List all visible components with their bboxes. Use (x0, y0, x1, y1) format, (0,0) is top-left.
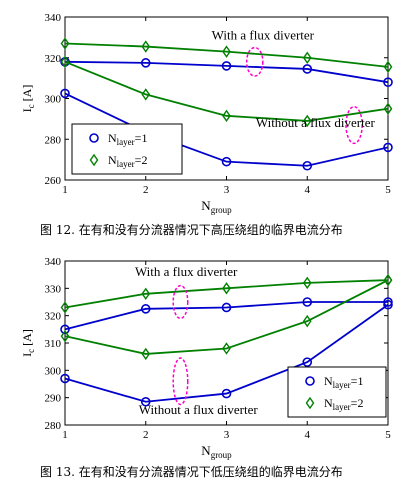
data-point-diamond (141, 347, 151, 361)
data-point-circle (60, 88, 70, 99)
x-axis-label: Ngroup (201, 443, 232, 460)
series-line-4 (64, 279, 389, 355)
legend-label: Nlayer=2 (324, 396, 363, 412)
y-tick-label: 320 (45, 311, 62, 323)
legend-marker-circle (305, 376, 315, 386)
y-tick-label: 300 (45, 365, 62, 377)
x-tick-label: 1 (62, 184, 68, 196)
y-tick-label: 330 (45, 283, 62, 295)
legend-label: Nlayer=2 (108, 153, 147, 169)
data-point-diamond (302, 114, 312, 128)
data-point-circle (302, 297, 313, 307)
data-point-circle (383, 299, 393, 310)
x-tick-label: 3 (224, 184, 230, 196)
figure-caption: 图 13. 在有和没有分流器情况下低压绕组的临界电流分布 (40, 464, 343, 479)
chart-2: 1 2 3 4 5 280 290 300 310 320 330 340 Ic [A] Ngroup Wi… (20, 256, 393, 460)
data-point-diamond (302, 51, 312, 64)
annotation-text: With a flux diverter (135, 264, 238, 279)
series-line-1 (64, 301, 388, 331)
data-point-diamond (383, 102, 393, 115)
data-point-diamond (141, 40, 151, 53)
series-line-2 (64, 42, 389, 68)
data-point-circle (383, 142, 393, 153)
series-line-2 (64, 279, 389, 309)
data-point-diamond (383, 273, 393, 287)
x-tick-label: 2 (143, 184, 149, 196)
data-point-circle (302, 357, 313, 367)
data-point-circle (221, 302, 232, 313)
data-point-circle (221, 61, 232, 71)
x-axis-label: Ngroup (201, 198, 232, 215)
legend-marker-diamond (89, 153, 99, 167)
series-line-1 (64, 60, 389, 84)
data-point-diamond (222, 282, 231, 295)
y-tick-label: 320 (45, 53, 62, 65)
y-axis-label: Ic [A] (20, 85, 36, 113)
annotation-text: Without a flux diverter (139, 402, 259, 417)
data-point-circle (140, 304, 151, 314)
data-point-circle (383, 77, 393, 87)
data-point-diamond (141, 88, 151, 101)
data-point-circle (383, 297, 393, 307)
y-tick-label: 300 (45, 94, 62, 106)
x-tick-label: 5 (385, 429, 391, 441)
legend-label: Nlayer=1 (108, 131, 147, 147)
data-point-circle (140, 396, 151, 407)
data-point-circle (302, 160, 313, 171)
y-axis-label: Ic [A] (20, 329, 36, 357)
series-line-3 (64, 303, 389, 403)
data-point-diamond (60, 329, 70, 343)
y-tick-label: 280 (45, 134, 62, 146)
legend: Nlayer=1 Nlayer=2 (287, 366, 387, 418)
y-tick-label: 310 (45, 338, 62, 350)
y-tick-label: 340 (45, 256, 62, 268)
data-point-circle (140, 58, 151, 68)
highlight-ellipse (245, 46, 264, 77)
legend-marker-circle (89, 133, 99, 143)
legend: Nlayer=1 Nlayer=2 (71, 123, 183, 175)
data-point-circle (60, 373, 70, 384)
y-tick-label: 280 (45, 420, 62, 432)
data-point-diamond (60, 55, 70, 69)
legend-label: Nlayer=1 (324, 374, 363, 390)
x-tick-label: 5 (385, 184, 391, 196)
data-point-diamond (302, 276, 312, 290)
data-point-circle (60, 324, 70, 335)
legend-box (287, 366, 387, 418)
x-tick-label: 2 (143, 429, 149, 441)
data-point-diamond (141, 287, 151, 301)
annotation-text: With a flux diverter (212, 27, 315, 42)
data-point-circle (302, 64, 313, 74)
data-point-diamond (302, 314, 312, 328)
figure-caption: 图 12. 在有和没有分流器情况下高压绕组的临界电流分布 (40, 222, 343, 237)
chart-1: 1 2 3 4 5 260 280 300 320 340 Ic [A] Ngroup With a f… (20, 12, 393, 215)
data-point-circle (221, 156, 232, 167)
highlight-ellipse (172, 357, 189, 406)
data-point-diamond (60, 37, 70, 50)
data-point-circle (221, 388, 232, 399)
data-point-diamond (222, 109, 231, 123)
data-point-diamond (222, 45, 231, 58)
x-tick-label: 4 (305, 429, 311, 441)
highlight-ellipse (345, 105, 363, 145)
highlight-ellipse (172, 284, 189, 320)
legend-marker-diamond (305, 396, 315, 410)
y-tick-label: 260 (45, 175, 62, 187)
x-tick-label: 3 (224, 429, 230, 441)
series-line-3 (64, 92, 389, 167)
data-point-diamond (60, 301, 70, 314)
legend-box (71, 123, 183, 175)
x-tick-label: 4 (305, 184, 311, 196)
y-tick-label: 290 (45, 393, 62, 405)
x-tick-label: 1 (62, 429, 68, 441)
y-tick-label: 340 (45, 12, 62, 24)
series-line-4 (64, 60, 389, 122)
data-point-diamond (222, 342, 231, 355)
data-point-diamond (383, 60, 393, 74)
annotation-text: Without a flux diverter (256, 115, 376, 130)
